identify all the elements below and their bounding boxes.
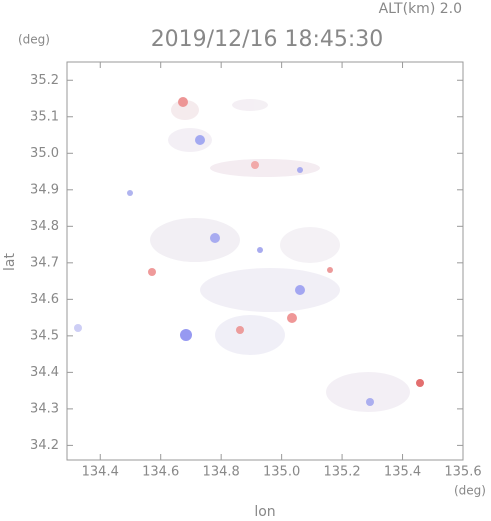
y-tick-label: 34.6 — [30, 292, 59, 307]
y-tick-label: 35.2 — [30, 73, 59, 88]
x-tick-label: 134.6 — [142, 465, 179, 480]
y-tick-label: 35.1 — [30, 109, 59, 124]
y-tick-label: 35.0 — [30, 146, 59, 161]
x-label: lon — [254, 504, 275, 520]
y-tick-label: 34.9 — [30, 182, 59, 197]
y-tick-label: 34.7 — [30, 255, 59, 270]
x-tick-label: 134.8 — [203, 465, 240, 480]
y-tick-label: 34.4 — [30, 365, 59, 380]
y-label: lat — [2, 253, 18, 271]
unit-top: (deg) — [18, 33, 50, 47]
echoes — [74, 97, 424, 412]
x-unit: (deg) — [454, 484, 486, 498]
x-tick-label: 134.4 — [82, 465, 119, 480]
x-tick-label: 135.2 — [323, 465, 360, 480]
x-tick-label: 135.4 — [384, 465, 421, 480]
y-tick-label: 34.2 — [30, 438, 59, 453]
y-tick-label: 34.3 — [30, 401, 59, 416]
y-tick-label: 34.5 — [30, 328, 59, 343]
x-tick-label: 135.6 — [444, 465, 481, 480]
timestamp: 2019/12/16 18:45:30 — [151, 27, 384, 52]
plot-frame — [66, 61, 464, 461]
altitude: ALT(km) 2.0 — [379, 1, 462, 17]
x-tick-label: 135.0 — [263, 465, 300, 480]
y-tick-label: 34.8 — [30, 219, 59, 234]
